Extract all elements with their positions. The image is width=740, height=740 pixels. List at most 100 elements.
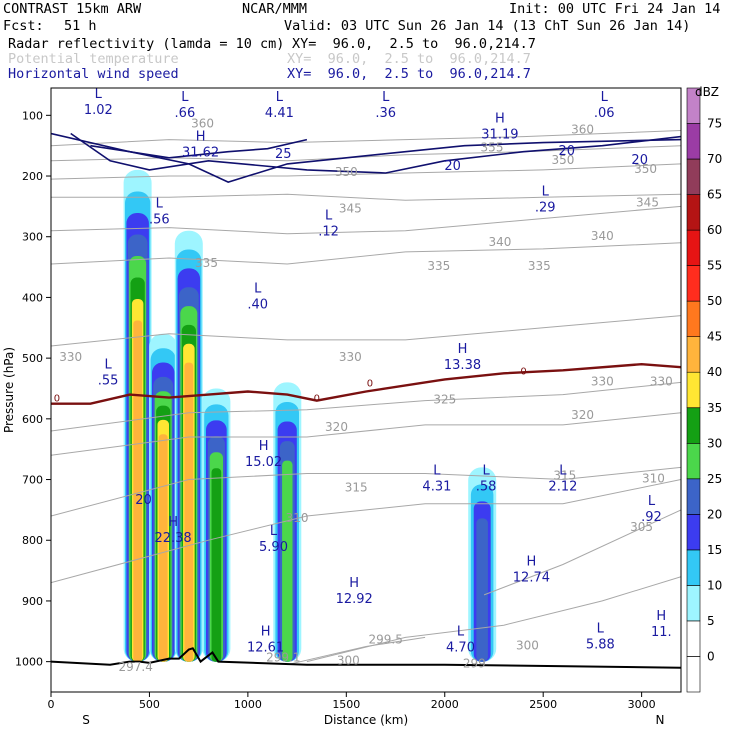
field-theta-xy: XY= 96.0, 2.5 to 96.0,214.7: [287, 51, 531, 67]
colorbar-swatch-11: [686, 265, 701, 302]
theta-contour-335-5: [51, 242, 681, 265]
colorbar-swatch-13: [686, 194, 701, 231]
extremum-value-2: 4.41: [265, 106, 294, 121]
colorbar-label-40: 40: [707, 365, 722, 379]
extremum-value-21: 12.92: [336, 592, 373, 607]
theta-label-16: 330: [650, 374, 673, 388]
colorbar-swatch-14: [686, 158, 701, 195]
extremum-kind-3: L: [382, 90, 390, 105]
wind-label-0: 25: [275, 147, 292, 162]
extremum-kind-6: H: [495, 111, 505, 126]
y-tick-label-1000: 1000: [15, 656, 43, 669]
theta-label-14: 330: [339, 350, 362, 364]
reflectivity-column-1-band-40: [158, 434, 168, 662]
extremum-value-10: .40: [247, 297, 268, 312]
extremum-value-17: .92: [641, 510, 662, 525]
extremum-kind-24: L: [597, 621, 605, 636]
extremum-kind-2: L: [276, 90, 284, 105]
theta-label-15: 330: [591, 374, 614, 388]
valid-time: Valid: 03 UTC Sun 26 Jan 14 (13 ChT Sun …: [284, 18, 691, 34]
y-tick-label-800: 800: [22, 534, 43, 547]
extremum-value-13: 15.02: [245, 455, 282, 470]
theta-label-9: 340: [591, 229, 614, 243]
theta-label-1: 355: [481, 141, 504, 155]
extremum-kind-1: L: [181, 90, 189, 105]
freezing-label-2: 0: [367, 378, 373, 389]
extremum-value-16: 2.12: [548, 480, 577, 495]
theta-label-10: 335: [195, 256, 218, 270]
colorbar-label-50: 50: [707, 294, 722, 308]
reflectivity-column-2-band-40: [184, 362, 194, 662]
theta-contour-360-0: [51, 130, 681, 147]
extremum-kind-11: H: [458, 342, 468, 357]
extremum-value-6: 31.19: [481, 127, 518, 142]
theta-label-28: 300: [337, 654, 360, 668]
colorbar-label-5: 5: [707, 614, 715, 628]
colorbar-label-45: 45: [707, 330, 722, 344]
extremum-kind-4: L: [601, 90, 609, 105]
colorbar-label-15: 15: [707, 543, 722, 557]
freezing-level-line: [51, 362, 681, 405]
theta-contour-315-9: [51, 466, 681, 517]
colorbar-swatch-1: [686, 620, 701, 657]
reflectivity-column-0-band-40: [133, 320, 143, 662]
theta-contour-305-11: [483, 509, 681, 596]
wind-contour-20-2: [70, 132, 681, 174]
colorbar-swatch-4: [686, 514, 701, 551]
terrain-line: [51, 647, 681, 669]
theta-contour-325-7: [51, 381, 681, 432]
theta-label-19: 320: [571, 408, 594, 422]
colorbar-label-25: 25: [707, 472, 722, 486]
extremum-kind-18: H: [168, 515, 178, 530]
y-tick-label-500: 500: [22, 352, 43, 365]
extremum-kind-13: H: [259, 439, 269, 454]
y-tick-label-700: 700: [22, 474, 43, 487]
field-theta-name: Potential temperature: [8, 51, 179, 67]
extremum-kind-12: L: [104, 357, 112, 372]
colorbar-swatch-16: [686, 87, 701, 124]
theta-label-20: 315: [345, 481, 368, 495]
extremum-kind-17: L: [648, 494, 656, 509]
x-tick-label-2000: 2000: [431, 698, 459, 711]
y-tick-label-900: 900: [22, 595, 43, 608]
colorbar-label-60: 60: [707, 223, 722, 237]
colorbar-swatch-12: [686, 229, 701, 266]
theta-label-21: 315: [553, 469, 576, 483]
colorbar-label-55: 55: [707, 259, 722, 273]
extremum-value-11: 13.38: [444, 358, 481, 373]
extremum-kind-0: L: [95, 87, 103, 102]
colorbar-label-10: 10: [707, 578, 722, 592]
extremum-value-24: 5.88: [586, 637, 615, 652]
field-wind-xy: XY= 96.0, 2.5 to 96.0,214.7: [287, 66, 531, 82]
extremum-kind-7: L: [156, 196, 164, 211]
extremum-kind-14: L: [433, 464, 441, 479]
extremum-value-5: 31.62: [182, 146, 219, 161]
x-end-label-north: N: [656, 713, 665, 727]
theta-label-25: 300: [516, 639, 539, 653]
extremum-value-15: .58: [476, 480, 497, 495]
fcst-label: Fcst:: [3, 18, 44, 34]
extremum-value-7: .56: [149, 212, 170, 227]
theta-contour-330-6: [51, 315, 681, 347]
colorbar-swatch-8: [686, 371, 701, 409]
colorbar-label-20: 20: [707, 507, 722, 521]
extremum-kind-10: L: [254, 281, 262, 296]
theta-contour-299.5-13: [287, 636, 426, 666]
extremum-value-23: 4.70: [446, 640, 475, 655]
plot-frame: [50, 87, 682, 693]
colorbar-swatch-5: [686, 478, 701, 515]
init-time: Init: 00 UTC Fri 24 Jan 14: [509, 1, 721, 17]
extremum-kind-9: L: [542, 184, 550, 199]
colorbar-label-0: 0: [707, 650, 715, 664]
theta-contour-310-10: [51, 479, 681, 584]
extremum-value-8: .12: [318, 225, 339, 240]
x-tick-label-3000: 3000: [628, 698, 656, 711]
theta-label-22: 310: [286, 511, 309, 525]
wind-label-4: 20: [135, 493, 152, 508]
colorbar-swatch-3: [686, 549, 701, 586]
extremum-value-14: 4.31: [422, 480, 451, 495]
theta-label-12: 335: [528, 259, 551, 273]
colorbar-label-70: 70: [707, 152, 722, 166]
x-end-label-south: S: [82, 713, 90, 727]
x-tick-label-2500: 2500: [529, 698, 557, 711]
